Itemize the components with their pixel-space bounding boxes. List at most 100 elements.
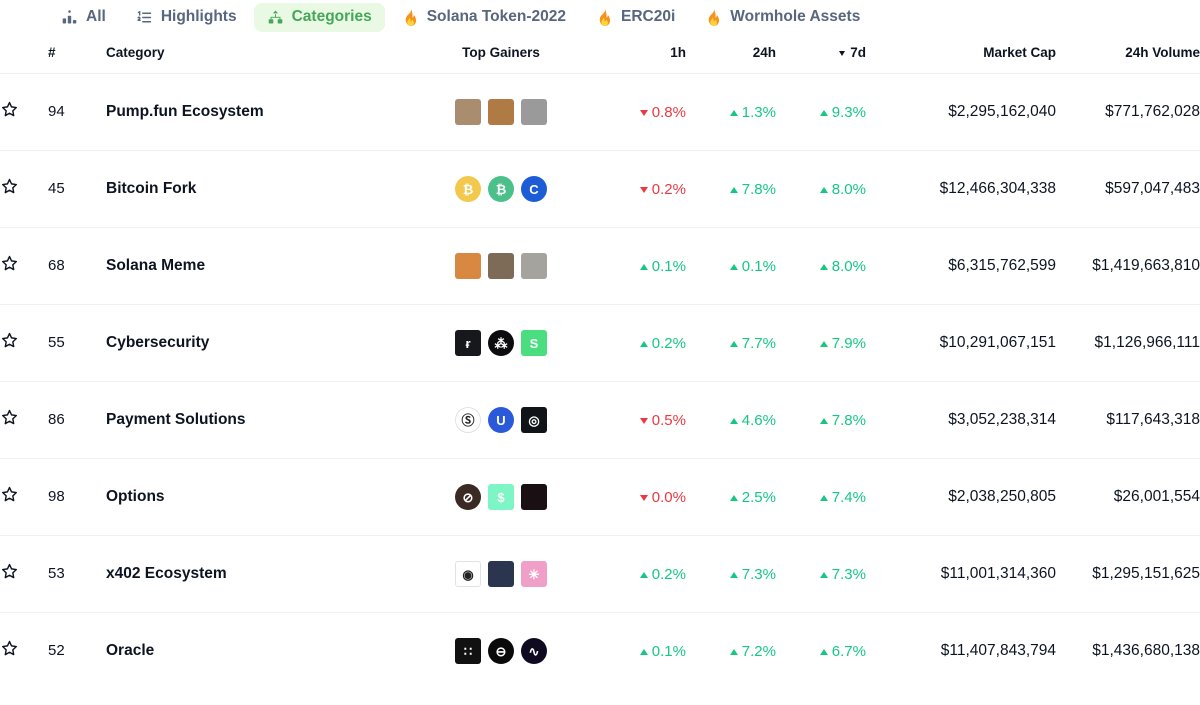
table-row[interactable]: 52 Oracle ∷ ⊖ ∿ 0.1% 7.2% 6.7% $11,407,843,794 $1…	[0, 612, 1200, 690]
star-icon[interactable]	[0, 408, 19, 427]
tab-solana-token-2022[interactable]: Solana Token-2022	[389, 3, 579, 32]
header-market-cap[interactable]: Market Cap	[983, 45, 1056, 60]
token-icon-cybersec-token-2[interactable]: ⁂	[488, 330, 514, 356]
tab-categories[interactable]: Categories	[253, 2, 385, 32]
token-icon-bitcoin-gold-token[interactable]: ₿	[455, 176, 481, 202]
category-name-link[interactable]: Payment Solutions	[106, 411, 246, 428]
change-1h-text: 0.2%	[651, 566, 686, 584]
token-icon-cybersec-token-3[interactable]: S	[521, 330, 547, 356]
token-icon-x402-token-3[interactable]: ✳	[521, 561, 547, 587]
token-icon-x402-token-2[interactable]	[488, 561, 514, 587]
table-row[interactable]: 55 Cybersecurity ɍ ⁂ S 0.2% 7.7% 7.9% $10,291,06…	[0, 304, 1200, 382]
change-24h-value: 0.1%	[729, 258, 776, 275]
token-icon-solana-meme-token-1[interactable]	[455, 253, 481, 279]
tab-highlights[interactable]: Highlights	[123, 3, 250, 32]
token-icon-pump-token-2[interactable]	[488, 99, 514, 125]
header-7d[interactable]: 7d	[776, 34, 866, 74]
change-1h-text: 0.2%	[651, 181, 686, 199]
header-1h[interactable]: 1h	[670, 45, 686, 60]
token-icon-options-token-2[interactable]: $	[488, 484, 514, 510]
change-7d-value: 9.3%	[819, 104, 866, 121]
top-gainers-cell: ₿ ₿ C	[406, 151, 596, 228]
star-icon[interactable]	[0, 485, 19, 504]
bar-chart-icon	[61, 9, 78, 26]
change-7d-text: 7.4%	[831, 489, 866, 507]
change-1h-value: 0.1%	[639, 643, 686, 661]
caret-up-icon	[729, 571, 738, 578]
volume-24h-cell: $1,436,680,138	[1056, 613, 1200, 690]
table-row[interactable]: 98 Options ⊘ $0.0% 2.5% 7.4% $2,038,250,805 $26…	[0, 458, 1200, 536]
star-icon[interactable]	[0, 254, 19, 273]
table-row[interactable]: 53 x402 Ecosystem ◉ ✳ 0.2% 7.3% 7.3% $11,001,31…	[0, 535, 1200, 613]
star-icon[interactable]	[0, 100, 19, 119]
category-name-link[interactable]: Pump.fun Ecosystem	[106, 103, 264, 120]
favorite-cell	[0, 613, 48, 690]
token-icon-bitcoin-cash-token[interactable]: ₿	[488, 176, 514, 202]
caret-down-icon	[639, 186, 648, 193]
category-name-link[interactable]: Bitcoin Fork	[106, 180, 197, 197]
token-icon-glyph: S	[529, 335, 539, 351]
rank-value: 52	[48, 642, 65, 659]
rank-value: 94	[48, 103, 65, 120]
change-7d-cell: 7.8%	[776, 382, 866, 459]
token-icon-x402-token-1[interactable]: ◉	[455, 561, 481, 587]
favorite-cell	[0, 228, 48, 305]
header-top-gainers[interactable]: Top Gainers	[462, 45, 540, 60]
token-icon-oracle-token-2[interactable]: ⊖	[488, 638, 514, 664]
star-icon[interactable]	[0, 331, 19, 350]
volume-24h-cell: $26,001,554	[1056, 459, 1200, 536]
token-icon-options-token-3[interactable]	[521, 484, 547, 510]
tab-erc20i[interactable]: ERC20i	[583, 3, 688, 32]
star-icon[interactable]	[0, 639, 19, 658]
tab-all[interactable]: All	[48, 3, 119, 32]
change-7d-cell: 8.0%	[776, 151, 866, 228]
token-icon-solana-meme-token-2[interactable]	[488, 253, 514, 279]
token-icon-pump-token-1[interactable]	[455, 99, 481, 125]
table-row[interactable]: 94 Pump.fun Ecosystem 0.8% 1.3% 9.3% $2,295,1…	[0, 73, 1200, 151]
top-gainers-group: ₿ ₿ C	[406, 176, 596, 202]
fire-icon	[596, 8, 613, 26]
table-row[interactable]: 86 Payment Solutions Ⓢ U ◎ 0.5% 4.6% 7.8% $3,052…	[0, 381, 1200, 459]
token-icon-solana-meme-token-3[interactable]	[521, 253, 547, 279]
tab-wormhole-assets[interactable]: Wormhole Assets	[692, 3, 873, 32]
change-24h-text: 7.7%	[741, 335, 776, 353]
change-24h-value: 4.6%	[729, 412, 776, 429]
category-name-link[interactable]: Oracle	[106, 642, 155, 659]
token-icon-cybersec-token-1[interactable]: ɍ	[455, 330, 481, 356]
category-cell: Cybersecurity	[106, 305, 406, 382]
token-icon-oracle-token-3[interactable]: ∿	[521, 638, 547, 664]
tab-label: Highlights	[160, 8, 237, 26]
category-name-link[interactable]: Options	[106, 488, 165, 505]
change-1h-value: 0.0%	[639, 489, 686, 506]
change-1h-text: 0.1%	[651, 643, 686, 661]
change-24h-cell: 2.5%	[686, 459, 776, 536]
change-1h-cell: 0.8%	[596, 74, 686, 151]
category-name-link[interactable]: Solana Meme	[106, 257, 206, 274]
token-icon-payment-token-3[interactable]: ◎	[521, 407, 547, 433]
caret-up-icon	[729, 263, 738, 270]
token-icon-pump-token-3[interactable]	[521, 99, 547, 125]
category-name-link[interactable]: x402 Ecosystem	[106, 565, 227, 582]
token-icon-glyph: ₿	[462, 181, 474, 197]
token-icon-oracle-token-1[interactable]: ∷	[455, 638, 481, 664]
market-cap-cell: $3,052,238,314	[866, 382, 1056, 459]
star-icon[interactable]	[0, 177, 19, 196]
token-icon-options-token-1[interactable]: ⊘	[455, 484, 481, 510]
caret-up-icon	[819, 340, 828, 347]
star-icon[interactable]	[0, 562, 19, 581]
header-24h[interactable]: 24h	[752, 45, 776, 60]
change-7d-cell: 9.3%	[776, 74, 866, 151]
token-icon-payment-token-1[interactable]: Ⓢ	[455, 407, 481, 433]
token-icon-glyph: U	[496, 412, 506, 428]
header-category[interactable]: Category	[106, 45, 165, 60]
change-1h-text: 0.2%	[651, 335, 686, 353]
header-rank[interactable]: #	[48, 45, 56, 60]
header-24h-volume[interactable]: 24h Volume	[1125, 45, 1200, 60]
change-24h-value: 7.3%	[729, 566, 776, 583]
table-row[interactable]: 45 Bitcoin Fork ₿ ₿ C 0.2% 7.8% 8.0% $12,466,304…	[0, 150, 1200, 228]
category-name-link[interactable]: Cybersecurity	[106, 334, 210, 351]
table-row[interactable]: 68 Solana Meme 0.1% 0.1% 8.0% $6,315,762,599 $…	[0, 227, 1200, 305]
token-icon-bitcoin-sv-token[interactable]: C	[521, 176, 547, 202]
token-icon-payment-token-2[interactable]: U	[488, 407, 514, 433]
change-7d-text: 8.0%	[831, 181, 866, 199]
